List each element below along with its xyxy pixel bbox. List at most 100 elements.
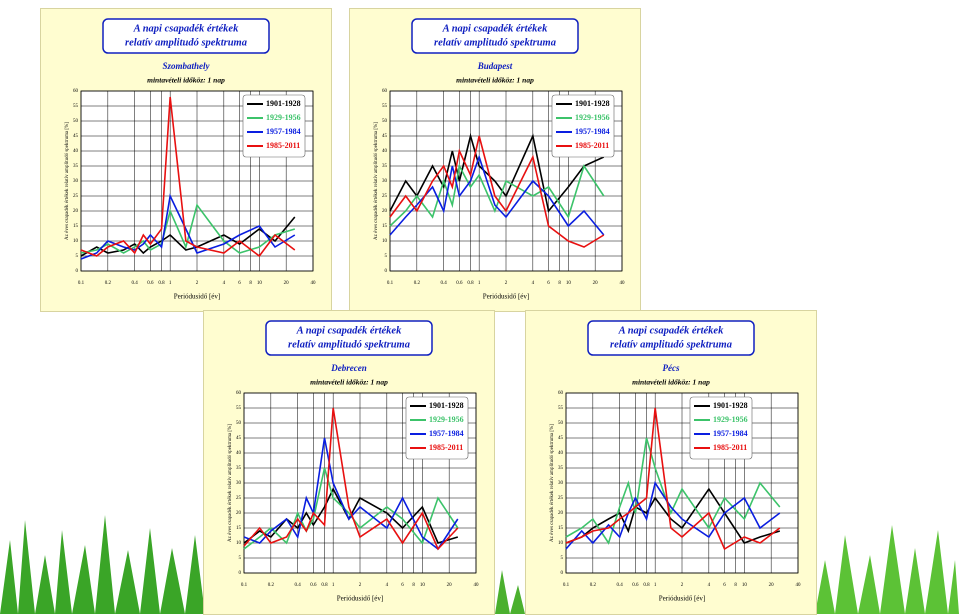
y-tick-label: 25	[73, 194, 79, 199]
chart-title: relatív amplitudó spektruma	[288, 339, 410, 350]
x-tick-label: 2	[681, 583, 684, 588]
grass-left	[0, 515, 205, 614]
x-tick-label: 4	[223, 281, 226, 286]
x-tick-label: 1	[332, 583, 335, 588]
y-tick-label: 15	[73, 224, 79, 229]
y-tick-label: 20	[73, 209, 79, 214]
y-tick-label: 0	[239, 571, 242, 576]
x-tick-label: 2	[359, 583, 362, 588]
y-tick-label: 30	[382, 179, 388, 184]
grass-right	[815, 525, 959, 614]
y-tick-label: 35	[558, 466, 564, 471]
x-tick-label: 40	[311, 281, 317, 286]
y-tick-label: 35	[73, 164, 79, 169]
legend-label: 1901-1928	[266, 99, 301, 108]
y-tick-label: 55	[73, 104, 79, 109]
chart-title: relatív amplitudó spektruma	[610, 339, 732, 350]
y-tick-label: 25	[236, 496, 242, 501]
x-tick-label: 20	[447, 583, 453, 588]
chart-title: relatív amplitudó spektruma	[434, 37, 556, 48]
y-tick-label: 0	[385, 269, 388, 274]
x-tick-label: 0.2	[590, 583, 597, 588]
y-tick-label: 50	[236, 421, 242, 426]
chart-title: relatív amplitudó spektruma	[125, 37, 247, 48]
y-tick-label: 30	[236, 481, 242, 486]
y-tick-label: 5	[76, 254, 79, 259]
y-tick-label: 30	[73, 179, 79, 184]
x-tick-label: 40	[796, 583, 802, 588]
legend-label: 1929-1956	[713, 415, 748, 424]
x-tick-label: 0.2	[268, 583, 275, 588]
x-tick-label: 6	[547, 281, 550, 286]
y-tick-label: 30	[558, 481, 564, 486]
legend-label: 1957-1984	[713, 429, 748, 438]
x-tick-label: 0.4	[617, 583, 624, 588]
x-tick-label: 0.2	[105, 281, 112, 286]
chart-title: A napi csapadék értékek	[296, 325, 402, 336]
y-tick-label: 40	[558, 451, 564, 456]
legend-label: 1901-1928	[575, 99, 610, 108]
y-tick-label: 45	[382, 134, 388, 139]
legend-label: 1985-2011	[575, 141, 609, 150]
chart-panel: A napi csapadék értékekrelatív amplitudó…	[349, 8, 641, 312]
x-tick-label: 0.4	[295, 583, 302, 588]
chart-note: mintavételi időköz: 1 nap	[456, 76, 534, 85]
legend-label: 1929-1956	[429, 415, 464, 424]
y-tick-label: 60	[73, 89, 79, 94]
x-tick-label: 1	[654, 583, 657, 588]
x-tick-label: 0.4	[132, 281, 139, 286]
y-tick-label: 5	[561, 556, 564, 561]
x-tick-label: 0.8	[321, 583, 328, 588]
x-tick-label: 10	[420, 583, 426, 588]
legend-label: 1985-2011	[429, 443, 463, 452]
chart-panel: A napi csapadék értékekrelatív amplitudó…	[525, 310, 817, 615]
x-tick-label: 2	[196, 281, 199, 286]
x-tick-label: 1	[478, 281, 481, 286]
y-tick-label: 55	[558, 406, 564, 411]
x-tick-label: 0.1	[78, 281, 85, 286]
y-tick-label: 15	[382, 224, 388, 229]
chart-panel: A napi csapadék értékek relatív amplitudó…	[203, 310, 495, 615]
x-tick-label: 6	[401, 583, 404, 588]
x-tick-label: 4	[708, 583, 711, 588]
y-tick-label: 5	[239, 556, 242, 561]
chart-subtitle: Debrecen	[330, 363, 367, 373]
x-tick-label: 0.6	[310, 583, 317, 588]
x-tick-label: 0.8	[643, 583, 650, 588]
x-axis-label: Periódusidő [év]	[174, 293, 220, 301]
y-tick-label: 20	[382, 209, 388, 214]
x-tick-label: 0.1	[563, 583, 570, 588]
legend-label: 1901-1928	[429, 401, 464, 410]
x-tick-label: 0.6	[147, 281, 154, 286]
legend-label: 1985-2011	[713, 443, 747, 452]
x-tick-label: 0.2	[414, 281, 421, 286]
y-tick-label: 50	[73, 119, 79, 124]
legend-label: 1929-1956	[575, 113, 610, 122]
x-tick-label: 0.6	[632, 583, 639, 588]
y-tick-label: 10	[558, 541, 564, 546]
y-tick-label: 50	[558, 421, 564, 426]
y-axis-label: Az éves csapadék értékek relatív amplitu…	[550, 424, 555, 542]
legend-label: 1957-1984	[266, 127, 301, 136]
y-tick-label: 60	[558, 391, 564, 396]
y-tick-label: 10	[236, 541, 242, 546]
x-tick-label: 20	[769, 583, 775, 588]
y-tick-label: 45	[73, 134, 79, 139]
chart-note: mintavételi időköz: 1 nap	[147, 76, 225, 85]
y-tick-label: 20	[236, 511, 242, 516]
y-tick-label: 25	[558, 496, 564, 501]
x-tick-label: 1	[169, 281, 172, 286]
legend-label: 1929-1956	[266, 113, 301, 122]
y-tick-label: 35	[236, 466, 242, 471]
grass-mid	[495, 570, 525, 614]
x-tick-label: 8	[734, 583, 737, 588]
y-axis-label: Az éves csapadék értékek relatív amplitu…	[228, 424, 233, 542]
y-tick-label: 40	[73, 149, 79, 154]
x-axis-label: Periódusidő [év]	[337, 595, 383, 603]
y-tick-label: 0	[561, 571, 564, 576]
x-tick-label: 4	[532, 281, 535, 286]
chart-subtitle: Szombathely	[162, 61, 210, 71]
y-tick-label: 55	[382, 104, 388, 109]
legend-label: 1985-2011	[266, 141, 300, 150]
